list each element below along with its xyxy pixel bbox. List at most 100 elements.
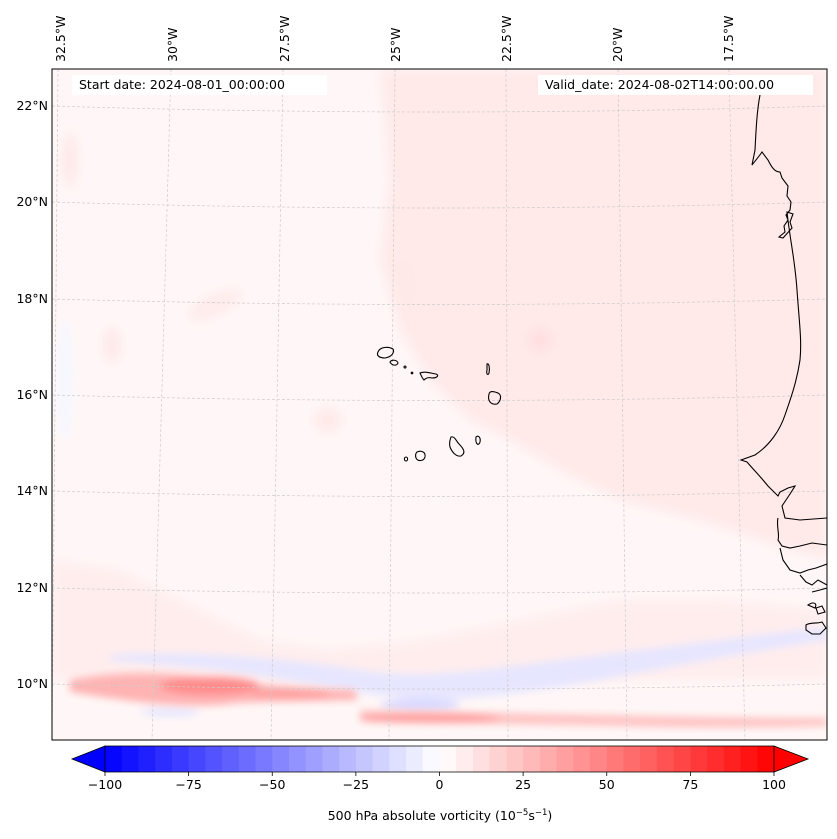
positive-region <box>52 560 827 680</box>
colorbar-bin <box>690 746 708 772</box>
negative-region <box>57 320 73 440</box>
parallel-18N <box>52 298 827 305</box>
valid-date-label: Valid_date: 2024-08-02T14:00:00.00 <box>545 77 775 92</box>
colorbar-bin <box>623 746 641 772</box>
colorbar-bin <box>506 746 524 772</box>
colorbar-bin <box>656 746 675 772</box>
colorbar-bin <box>322 746 340 772</box>
negative-region <box>140 707 200 717</box>
colorbar-tick-label: 50 <box>598 777 615 792</box>
colorbar-bin <box>155 746 173 772</box>
colorbar-bin <box>673 746 691 772</box>
meridian-25W <box>388 69 396 740</box>
colorbar-bin <box>305 746 323 772</box>
coastline-africa <box>739 94 827 635</box>
island-sal <box>486 363 490 375</box>
colorbar-bin <box>389 746 407 772</box>
colorbar-bin <box>456 746 474 772</box>
colorbar-bin <box>188 746 206 772</box>
lat-label: 18°N <box>16 291 48 306</box>
colorbar-label: 500 hPa absolute vorticity (10−5s−1) <box>0 808 837 823</box>
colorbar-tick-label: 0 <box>435 777 444 792</box>
colorbar-tick-label: −75 <box>175 777 202 792</box>
lon-label: 32.5°W <box>53 15 68 62</box>
negative-region <box>110 628 827 700</box>
lon-label: 22.5°W <box>499 15 514 62</box>
colorbar-bin <box>205 746 223 772</box>
positive-region <box>104 327 120 363</box>
colorbar-bin <box>590 746 608 772</box>
lat-label: 22°N <box>16 98 48 113</box>
colorbar-bin <box>222 746 240 772</box>
colorbar-bin <box>355 746 374 772</box>
map-panel <box>52 69 827 740</box>
island-santo-antao <box>376 346 395 359</box>
colorbar-tick-label: −25 <box>342 777 370 792</box>
colorbar-bin <box>606 746 624 772</box>
meridian-20W <box>617 69 628 740</box>
colorbar-bin <box>288 746 307 772</box>
island-sao-vicente <box>389 359 399 366</box>
island-brava <box>403 456 409 462</box>
positive-region <box>187 289 243 321</box>
colorbar-bin <box>171 746 190 772</box>
colorbar-bin <box>138 746 156 772</box>
lat-label: 12°N <box>16 580 48 595</box>
colorbar-bin <box>372 746 390 772</box>
colorbar-label-unit: s <box>528 808 535 823</box>
colorbar-bin <box>439 746 457 772</box>
start-date-label: Start date: 2024-08-01_00:00:00 <box>79 77 285 92</box>
colorbar-bin <box>539 746 558 772</box>
meridian-32.5W <box>52 69 59 740</box>
meridian-17.5W <box>728 69 746 740</box>
lon-label: 27.5°W <box>277 15 292 62</box>
colorbar-bin <box>121 746 139 772</box>
colorbar-label-text: 500 hPa absolute vorticity (10 <box>327 808 516 823</box>
colorbar-bin <box>757 746 775 772</box>
lon-label: 25°W <box>388 27 403 62</box>
colorbar-extend-min <box>70 745 106 773</box>
map-frame <box>51 68 828 741</box>
parallel-22N <box>52 105 827 113</box>
colorbar-bin <box>422 746 440 772</box>
start-date-box: Start date: 2024-08-01_00:00:00 <box>72 75 327 95</box>
positive-region <box>380 69 827 560</box>
island-fogo <box>415 450 426 462</box>
colorbar-tick-label: 25 <box>515 777 532 792</box>
lon-label: 20°W <box>610 27 625 62</box>
colorbar-extend-max <box>773 745 810 773</box>
vorticity-field <box>52 69 827 728</box>
colorbar-tick-label: 100 <box>762 777 786 792</box>
positive-band-core <box>250 688 330 700</box>
cape-verde-islands <box>376 346 502 462</box>
colorbar-label-exp1: −5 <box>515 808 529 818</box>
meridian-22.5W <box>505 69 509 740</box>
colorbar-tick-label: −50 <box>259 777 286 792</box>
negative-region <box>380 699 460 711</box>
colorbar-bin <box>740 746 758 772</box>
lon-label: 17.5°W <box>721 15 736 62</box>
colorbar-bin <box>707 746 725 772</box>
colorbar-bin <box>556 746 574 772</box>
positive-region <box>64 132 76 188</box>
colorbar-bin <box>640 746 658 772</box>
lat-label: 10°N <box>16 676 48 691</box>
colorbar-tick-label: 75 <box>682 777 699 792</box>
colorbar-bin <box>105 746 123 772</box>
valid-date-box: Valid_date: 2024-08-02T14:00:00.00 <box>538 75 813 95</box>
positive-region <box>530 330 550 350</box>
meridian-30W <box>151 69 172 740</box>
positive-region <box>314 408 342 432</box>
colorbar-bin <box>238 746 257 772</box>
colorbar-bin <box>255 746 273 772</box>
lat-label: 16°N <box>16 387 48 402</box>
island-santiago <box>449 436 465 457</box>
colorbar-bin <box>489 746 507 772</box>
colorbar-bin <box>272 746 290 772</box>
colorbar-bin <box>573 746 591 772</box>
colorbar-tick-label: −100 <box>87 777 123 792</box>
lat-label: 20°N <box>16 194 48 209</box>
meridian-27.5W <box>270 69 284 740</box>
positive-region <box>391 255 419 315</box>
